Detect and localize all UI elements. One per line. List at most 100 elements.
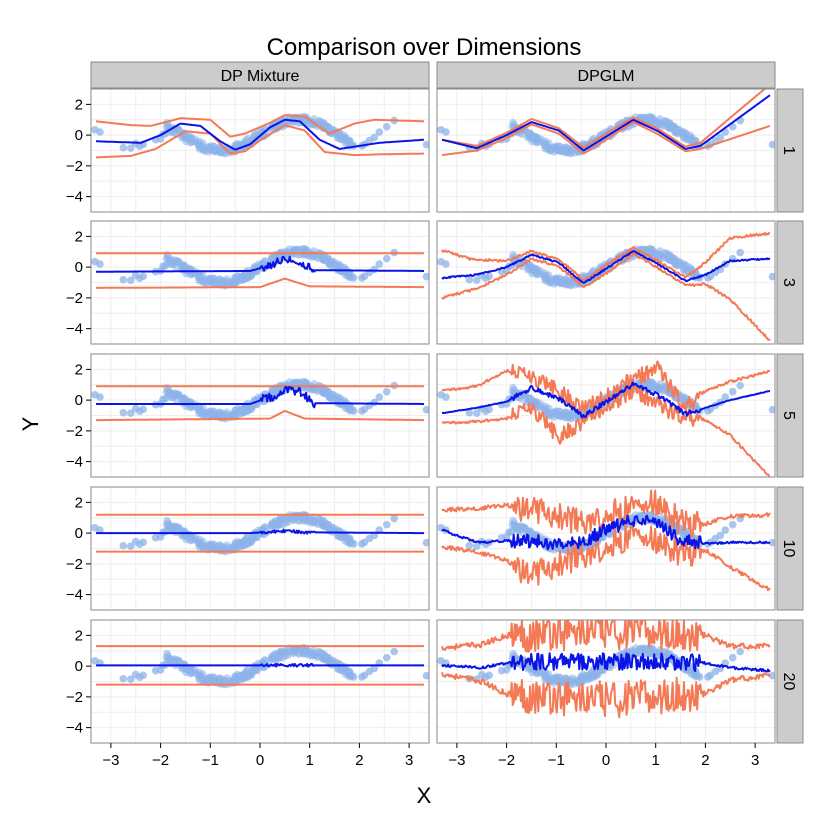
- data-point: [209, 146, 217, 154]
- data-point: [555, 677, 563, 685]
- data-point: [231, 273, 240, 282]
- panel-content: [437, 620, 775, 719]
- data-point: [342, 136, 350, 144]
- y-tick-label: 2: [75, 494, 83, 511]
- data-point: [209, 411, 217, 419]
- data-point: [544, 409, 552, 418]
- data-point: [316, 648, 325, 657]
- y-tick-label: −4: [66, 321, 83, 338]
- data-point: [231, 539, 240, 548]
- data-point: [209, 677, 217, 685]
- y-tick-label: 0: [75, 259, 83, 276]
- data-point: [126, 144, 135, 152]
- data-point: [327, 660, 335, 669]
- data-point: [646, 649, 655, 657]
- lower-band-line: [96, 410, 424, 422]
- data-point: [465, 275, 474, 284]
- data-point: [309, 383, 317, 392]
- data-point: [198, 276, 206, 285]
- data-point: [442, 260, 450, 268]
- data-point: [342, 534, 350, 542]
- data-point: [716, 531, 725, 540]
- data-point: [164, 654, 173, 662]
- data-point: [655, 118, 663, 127]
- data-point: [316, 515, 325, 524]
- panel-border: [90, 486, 430, 611]
- panel-5-dp-mixture: 2 0 −2 −4: [66, 353, 430, 478]
- data-point: [169, 260, 177, 269]
- data-point: [96, 128, 104, 136]
- data-point: [555, 278, 563, 286]
- data-point: [139, 405, 147, 414]
- data-point: [222, 278, 230, 286]
- data-point: [736, 381, 745, 390]
- data-point: [349, 273, 358, 281]
- strip-row-0: [776, 88, 804, 213]
- y-tick-label: −2: [66, 290, 83, 307]
- data-point: [119, 275, 128, 284]
- upper-band-line: [441, 489, 771, 538]
- data-point: [209, 544, 217, 552]
- strip-row-4: [776, 619, 804, 744]
- data-point: [276, 653, 285, 662]
- data-point: [646, 250, 655, 258]
- data-point: [673, 129, 681, 138]
- panel-3-dpglm: [436, 220, 776, 345]
- data-point: [164, 521, 173, 529]
- mean-line: [96, 118, 425, 151]
- x-tick-label: 3: [405, 752, 413, 769]
- data-point: [515, 526, 523, 535]
- y-tick-label: 0: [75, 127, 83, 144]
- data-point: [119, 674, 128, 683]
- data-point: [186, 138, 195, 147]
- data-point: [248, 668, 256, 677]
- data-point: [525, 395, 534, 403]
- data-point: [96, 526, 104, 534]
- data-point: [349, 406, 358, 414]
- data-point: [716, 133, 725, 142]
- data-point: [186, 536, 195, 545]
- data-point: [673, 261, 681, 270]
- data-point: [662, 648, 671, 657]
- data-point: [300, 516, 309, 524]
- data-point: [231, 406, 240, 415]
- data-point: [655, 383, 663, 392]
- data-point: [316, 117, 325, 126]
- data-point: [485, 671, 493, 680]
- data-point: [164, 388, 173, 396]
- data-point: [126, 675, 135, 683]
- data-point: [544, 675, 552, 684]
- panel-grid: 2 0 −2 −4 2 0 −2 −4 2 0 −2 −4 2 0 −2 −4 2 0 −2 −4 −3 −2 −1 0 1 2 3…: [66, 88, 776, 769]
- data-point: [375, 128, 384, 136]
- data-point: [322, 656, 330, 664]
- y-tick-label: −4: [66, 189, 83, 206]
- data-point: [370, 133, 379, 142]
- data-point: [126, 409, 135, 417]
- lower-band-line: [441, 384, 771, 477]
- strip-label-dp-mixture: DP Mixture: [221, 68, 300, 85]
- data-point: [422, 405, 429, 414]
- strip-label-row-1: 1: [780, 146, 797, 155]
- data-point: [525, 130, 534, 138]
- data-point: [382, 387, 391, 396]
- data-point: [422, 272, 429, 281]
- data-point: [186, 669, 195, 678]
- data-point: [96, 260, 104, 268]
- data-point: [349, 672, 358, 680]
- data-point: [261, 523, 270, 531]
- data-point: [768, 538, 775, 547]
- data-point: [382, 254, 391, 263]
- data-point: [532, 270, 541, 279]
- strip-label-row-3: 3: [780, 278, 797, 287]
- panel-border: [90, 353, 430, 478]
- data-point: [510, 521, 519, 529]
- data-point: [555, 146, 563, 154]
- data-point: [139, 671, 147, 680]
- data-point: [96, 393, 104, 401]
- data-point: [322, 390, 330, 398]
- data-point: [119, 408, 128, 417]
- strip-label-row-10: 10: [780, 540, 797, 558]
- data-point: [736, 248, 745, 257]
- y-axis-label: Y: [18, 416, 43, 431]
- panel-content: [91, 510, 429, 556]
